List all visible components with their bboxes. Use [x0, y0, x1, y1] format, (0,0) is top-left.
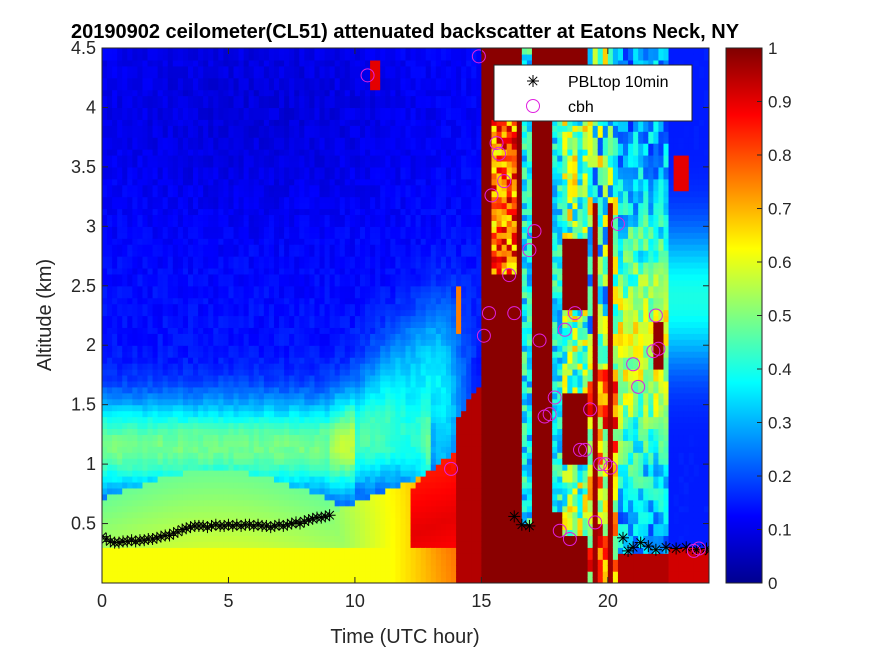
cbh-point — [567, 306, 582, 321]
pbltop-point — [649, 543, 662, 556]
cbh-point — [603, 460, 618, 475]
y-tick-label: 1 — [86, 454, 96, 474]
colorbar: 0 0.1 0.2 0.3 0.4 0.5 0.6 0.7 0.8 0.9 1 — [725, 39, 792, 593]
colorbar-tick-label: 0.7 — [768, 200, 792, 219]
colorbar-tick-label: 0.9 — [768, 93, 792, 112]
colorbar-tick-label: 0 — [768, 574, 777, 593]
cbh-point — [552, 523, 567, 538]
plot-area — [101, 47, 710, 584]
x-tick-label: 5 — [223, 591, 233, 611]
cbh-point — [557, 322, 572, 337]
cbh-point — [598, 457, 613, 472]
pbltop-point — [670, 542, 683, 555]
legend-box — [493, 64, 693, 122]
marker-layer — [102, 49, 709, 558]
cbh-point — [471, 49, 486, 64]
x-tick-label: 0 — [97, 591, 107, 611]
cbh-point — [484, 188, 499, 203]
cbh-point — [610, 216, 625, 231]
cbh-point — [626, 357, 641, 372]
pbltop-point — [222, 518, 235, 531]
y-tick-label: 4 — [86, 97, 96, 117]
y-tick-label: 1.5 — [71, 395, 96, 415]
cbh-point — [502, 268, 517, 283]
pbltop-point — [268, 519, 281, 532]
backscatter-heatmap — [102, 48, 709, 583]
cbh-point — [527, 224, 542, 239]
pbltop-point — [323, 509, 336, 522]
chart-title: 20190902 ceilometer(CL51) attenuated bac… — [71, 21, 740, 43]
pbltop-point — [523, 519, 536, 532]
y-tick-label: 2 — [86, 335, 96, 355]
cbh-point — [522, 243, 537, 258]
colorbar-tick-label: 0.3 — [768, 414, 792, 433]
colorbar-ticks: 0 0.1 0.2 0.3 0.4 0.5 0.6 0.7 0.8 0.9 1 — [757, 39, 792, 593]
y-axis: 0.5 1 1.5 2 2.5 3 3.5 4 4.5 — [71, 38, 709, 534]
cbh-point — [593, 457, 608, 472]
cbh-point — [476, 328, 491, 343]
cbh-point — [532, 333, 547, 348]
cbh-point — [562, 532, 577, 547]
cbh-point — [507, 306, 522, 321]
x-axis: 0 5 10 15 20 — [97, 48, 618, 611]
pbltop-point — [508, 510, 521, 523]
colorbar-gradient — [725, 47, 763, 584]
cbh-point — [489, 136, 504, 151]
cbh-point — [573, 442, 588, 457]
legend-label: cbh — [568, 99, 594, 116]
pbltop-point — [273, 518, 286, 531]
legend: PBLtop 10min cbh — [493, 64, 693, 122]
x-tick-label: 20 — [598, 591, 618, 611]
cbh-point — [492, 146, 507, 161]
pbltop-point — [209, 518, 222, 531]
colorbar-tick-label: 0.8 — [768, 146, 792, 165]
cbh-point — [583, 402, 598, 417]
cbh-point — [691, 541, 706, 556]
cbh-point — [651, 341, 666, 356]
colorbar-tick-label: 0.4 — [768, 360, 792, 379]
pbltop-point — [617, 531, 630, 544]
pbltop-point — [660, 541, 673, 554]
pbltop-point — [264, 521, 277, 534]
x-axis-label: Time (UTC hour) — [330, 626, 479, 648]
legend-cbh-marker — [526, 99, 540, 113]
cbh-point — [360, 68, 375, 83]
y-tick-label: 3 — [86, 216, 96, 236]
cbh-point — [588, 515, 603, 530]
pbltop-point — [515, 518, 528, 531]
pbltop-point — [680, 541, 693, 554]
legend-label: PBLtop 10min — [568, 74, 669, 91]
legend-pbltop-marker — [527, 75, 539, 87]
cbh-point — [648, 308, 663, 323]
colorbar-tick-label: 1 — [768, 39, 777, 58]
colorbar-tick-label: 0.5 — [768, 307, 792, 326]
x-tick-label: 10 — [345, 591, 365, 611]
y-tick-label: 0.5 — [71, 514, 96, 534]
cbh-point — [631, 379, 646, 394]
pbltop-point — [627, 541, 640, 554]
cbh-point — [547, 390, 562, 405]
cbh-point — [444, 461, 459, 476]
cbh-point — [497, 174, 512, 189]
y-tick-label: 3.5 — [71, 157, 96, 177]
y-tick-label: 4.5 — [71, 38, 96, 58]
y-tick-label: 2.5 — [71, 276, 96, 296]
y-axis-label: Altitude (km) — [34, 259, 56, 371]
cbh-point — [481, 306, 496, 321]
legend-items: PBLtop 10min cbh — [526, 74, 669, 116]
cbh-point — [542, 407, 557, 422]
x-tick-label: 15 — [471, 591, 491, 611]
pbltop-point — [138, 534, 151, 547]
colorbar-tick-label: 0.6 — [768, 253, 792, 272]
cbh-point — [578, 442, 593, 457]
colorbar-tick-label: 0.1 — [768, 521, 792, 540]
plot-frame — [101, 47, 710, 584]
colorbar-tick-label: 0.2 — [768, 467, 792, 486]
